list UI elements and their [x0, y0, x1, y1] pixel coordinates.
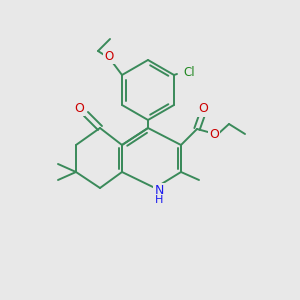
Text: N: N	[154, 184, 164, 196]
Text: O: O	[104, 50, 114, 64]
Text: O: O	[74, 101, 84, 115]
Text: O: O	[209, 128, 219, 140]
Text: H: H	[155, 195, 163, 205]
Text: O: O	[198, 103, 208, 116]
Text: Cl: Cl	[183, 67, 195, 80]
